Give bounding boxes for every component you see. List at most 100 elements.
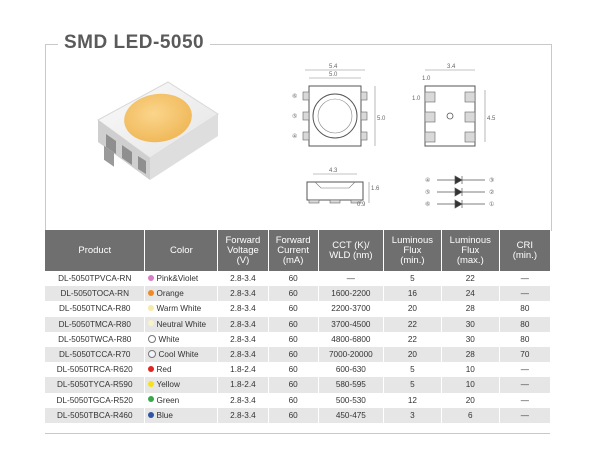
cell-current: 60 [268, 331, 319, 347]
cell-cri: — [499, 392, 550, 408]
circuit-pin-1: ① [489, 201, 494, 208]
cell-voltage: 1.8-2.4 [217, 362, 269, 378]
cell-flux-max: 10 [441, 362, 500, 378]
color-label: Pink&Violet [156, 274, 199, 284]
cell-flux-max: 22 [441, 271, 500, 287]
cell-cri: — [499, 407, 550, 423]
cell-cct: 1600-2200 [318, 286, 384, 302]
cell-flux-max: 30 [441, 316, 500, 332]
dim-right-p: 1.0 [412, 96, 421, 102]
cell-product: DL-5050TRCA-R620 [45, 362, 146, 378]
cell-cri: 80 [499, 301, 550, 317]
cell-cri: — [499, 286, 550, 302]
color-swatch-icon [148, 290, 155, 297]
cell-product: DL-5050TCCA-R70 [45, 346, 146, 363]
cell-color: Red [144, 362, 219, 378]
cell-cri: 80 [499, 316, 550, 332]
cell-cri: — [499, 362, 550, 378]
color-label: Orange [156, 289, 184, 299]
cell-current: 60 [268, 316, 319, 332]
table-row: DL-5050TPVCA-RN Pink&Violet 2.8-3.4 60—5 22— [45, 271, 550, 287]
cell-cct: 580-595 [318, 377, 384, 393]
dimension-drawing: 5.4 5.0 ⑥ ⑤ ④ 5.0 3.4 1.0 1.0 4.5 4.3 1.… [292, 64, 496, 209]
cell-current: 60 [268, 286, 319, 302]
circuit-pin-5: ⑤ [425, 189, 430, 196]
color-swatch-icon [148, 411, 155, 418]
cell-current: 60 [268, 407, 319, 423]
color-label: White [158, 334, 180, 344]
cell-voltage: 2.8-3.4 [217, 407, 269, 423]
circuit-pin-4: ④ [425, 177, 430, 184]
cell-color: Blue [144, 407, 219, 423]
color-swatch-icon [148, 334, 157, 343]
header-flux-max: Luminous Flux (max.) [441, 230, 500, 271]
cell-product: DL-5050TBCA-R460 [45, 407, 146, 423]
cell-flux-max: 28 [441, 301, 500, 317]
cell-cri: — [499, 271, 550, 287]
table-row: DL-5050TBCA-R460 Blue 2.8-3.4 60 450-475 3 6— [45, 407, 550, 423]
table-row: DL-5050TOCA-RN Orange 2.8-3.4 60 1600-2200 16… [45, 286, 550, 302]
dim-bottom-t: 0.9 [357, 202, 366, 208]
color-label: Warm White [156, 304, 202, 314]
cell-cct: — [318, 271, 384, 287]
cell-flux-max: 28 [441, 346, 500, 363]
bottom-divider [45, 433, 550, 434]
color-label: Neutral White [156, 319, 207, 329]
header-current: Forward Current (mA) [268, 230, 319, 271]
spec-table-body: DL-5050TPVCA-RN Pink&Violet 2.8-3.4 60—5 22—… [45, 271, 550, 423]
cell-voltage: 2.8-3.4 [217, 331, 269, 347]
cell-flux-min: 20 [383, 346, 442, 363]
cell-voltage: 2.8-3.4 [217, 392, 269, 408]
cell-color: Yellow [144, 377, 219, 393]
cell-color: Green [144, 392, 219, 408]
cell-flux-min: 5 [383, 271, 442, 287]
table-row: DL-5050TGCA-R520 Green 2.8-3.4 60 500-530 12 2… [45, 392, 550, 408]
header-cct: CCT (K)/WLD (nm) [318, 230, 384, 271]
spec-table: Product Color Forward Voltage (V) Forward C… [45, 230, 550, 423]
cell-cri: 70 [499, 346, 550, 363]
cell-current: 60 [268, 301, 319, 317]
cell-current: 60 [268, 392, 319, 408]
cell-cct: 7000-20000 [318, 346, 384, 363]
cell-flux-min: 22 [383, 316, 442, 332]
circuit-pin-3: ③ [489, 177, 494, 184]
led-package-image [97, 81, 219, 180]
cell-color: Orange [144, 286, 219, 302]
dim-right-t: 1.0 [422, 76, 431, 82]
color-swatch-icon [148, 396, 155, 403]
cell-voltage: 2.8-3.4 [217, 346, 269, 363]
cell-product: DL-5050TMCA-R80 [45, 316, 146, 332]
table-header-row: Product Color Forward Voltage (V) Forward C… [45, 230, 550, 271]
header-product: Product [45, 230, 146, 271]
cell-flux-min: 22 [383, 331, 442, 347]
table-row: DL-5050TCCA-R70 Cool White 2.8-3.4 60 7000-2… [45, 346, 550, 363]
cell-product: DL-5050TPVCA-RN [45, 271, 146, 287]
cell-color: Cool White [144, 346, 219, 363]
dim-bottom-w: 4.3 [329, 168, 338, 174]
color-swatch-icon [148, 320, 155, 327]
dim-bottom-h: 1.6 [371, 186, 380, 192]
header-flux-min: Luminous Flux (min.) [383, 230, 442, 271]
color-label: Red [156, 365, 172, 375]
pin-4: ④ [292, 133, 297, 140]
dim-right-w: 3.4 [447, 64, 456, 70]
color-label: Blue [156, 410, 173, 420]
cell-cct: 4800-6800 [318, 331, 384, 347]
cell-product: DL-5050TOCA-RN [45, 286, 146, 302]
cell-current: 60 [268, 346, 319, 363]
table-row: DL-5050TMCA-R80 Neutral White 2.8-3.4 60 370… [45, 316, 550, 332]
cell-cct: 2200-3700 [318, 301, 384, 317]
cell-flux-min: 12 [383, 392, 442, 408]
color-label: Cool White [158, 350, 199, 360]
cell-flux-max: 10 [441, 377, 500, 393]
cell-voltage: 2.8-3.4 [217, 301, 269, 317]
color-swatch-icon [148, 366, 155, 373]
color-swatch-icon [148, 274, 155, 281]
cell-current: 60 [268, 377, 319, 393]
cell-cct: 450-475 [318, 407, 384, 423]
table-row: DL-5050TWCA-R80 White 2.8-3.4 60 4800-6800 22… [45, 331, 550, 347]
cell-color: Neutral White [144, 316, 219, 332]
cell-voltage: 2.8-3.4 [217, 271, 269, 287]
header-voltage: Forward Voltage (V) [217, 230, 269, 271]
page-title: SMD LED-5050 [64, 32, 205, 53]
